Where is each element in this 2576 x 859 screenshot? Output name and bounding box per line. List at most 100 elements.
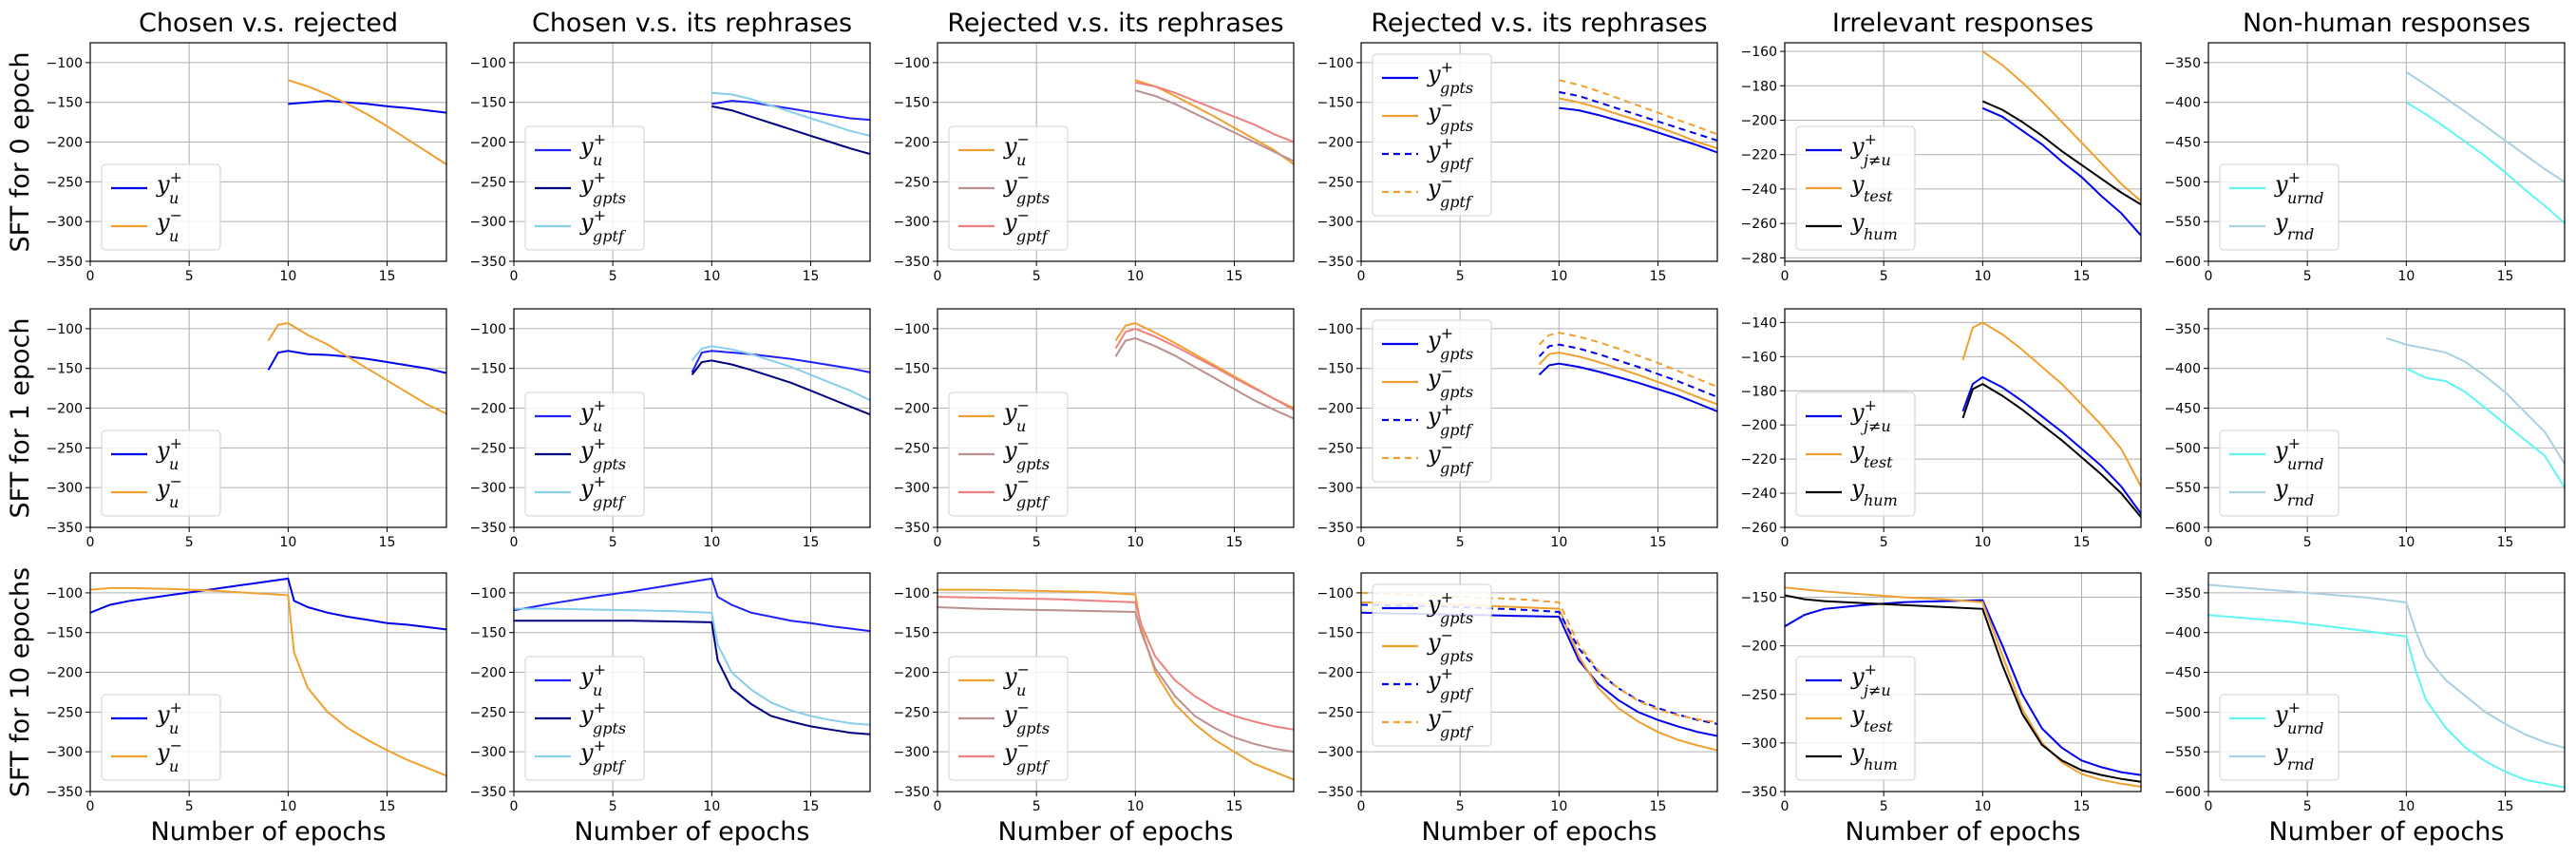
x-tick-label: 5: [609, 799, 617, 814]
chart-panel-r2-c2: 0 5 10 15 −100 −150 −200 −250 −300 −350 y− uy− gptsy…: [894, 572, 1295, 814]
x-tick-label: 0: [86, 269, 95, 284]
x-tick-label: 10: [279, 799, 296, 814]
y-tick-label: −300: [470, 745, 506, 760]
y-tick-label: −150: [894, 626, 930, 641]
legend-box: [1372, 53, 1492, 217]
y-tick-label: −100: [894, 56, 930, 71]
y-tick-label: −100: [894, 586, 930, 601]
series-line-yurnd: [2405, 367, 2565, 488]
y-tick-label: −200: [1317, 136, 1354, 151]
y-tick-label: −250: [1317, 441, 1354, 456]
legend-box: [1372, 319, 1492, 483]
x-tick-label: 10: [1974, 269, 1991, 284]
y-tick-label: −300: [1317, 481, 1354, 496]
legend-box: [1372, 583, 1492, 747]
x-tick-label: 15: [1226, 269, 1243, 284]
legend-box: [2219, 694, 2339, 781]
series-line-yhum: [1961, 382, 2141, 518]
x-tick-label: 15: [2497, 799, 2514, 814]
x-tick-label: 10: [279, 535, 296, 550]
series-line-ygptf+d: [1559, 90, 1717, 142]
y-tick-label: −100: [470, 586, 506, 601]
y-tick-label: −400: [2165, 96, 2201, 111]
y-tick-label: −500: [2165, 441, 2201, 456]
y-tick-label: −200: [470, 402, 506, 417]
legend-box: [101, 430, 221, 517]
series-line-ytest: [1981, 50, 2141, 202]
y-tick-label: −350: [47, 255, 83, 270]
y-tick-label: −250: [47, 705, 83, 720]
y-tick-label: −150: [1317, 626, 1354, 641]
chart-panel-r2-c0: 0 5 10 15 −100 −150 −200 −250 −300 −350 y+ uy− u: [47, 572, 447, 814]
x-tick-label: 5: [609, 269, 617, 284]
y-tick-label: −200: [47, 402, 83, 417]
y-tick-label: −180: [1741, 79, 1777, 94]
chart-panel-r1-c0: 0 5 10 15 −100 −150 −200 −250 −300 −350 y+ uy− u: [47, 308, 447, 550]
y-tick-label: −250: [894, 175, 930, 190]
x-tick-label: 10: [1550, 535, 1567, 550]
x-tick-label: 5: [1456, 799, 1465, 814]
y-tick-label: −200: [894, 402, 930, 417]
x-tick-label: 0: [1781, 269, 1790, 284]
series-line-ytest: [1961, 321, 2141, 487]
series-line-ygpts-: [938, 606, 1294, 754]
y-tick-label: −550: [2165, 745, 2201, 760]
y-tick-label: −450: [2165, 136, 2201, 151]
y-tick-label: −350: [2165, 322, 2201, 337]
row-label: SFT for 0 epoch: [6, 52, 35, 253]
x-tick-label: 5: [1456, 535, 1465, 550]
y-tick-label: −150: [1317, 96, 1354, 111]
x-tick-label: 5: [185, 269, 194, 284]
x-tick-label: 15: [1650, 269, 1667, 284]
axes-frame: [513, 308, 871, 528]
series-line-ygpts-d: [1538, 351, 1717, 406]
chart-panel-r1-c4: 0 5 10 15 −140 −160 −180 −200 −220 −240 −260 y+ j≠uy…: [1741, 308, 2142, 550]
series-line-yjnu: [1961, 375, 2141, 515]
y-tick-label: −350: [1317, 785, 1354, 800]
x-axis-label: Number of epochs: [1422, 817, 1657, 847]
y-tick-label: −500: [2165, 175, 2201, 190]
x-tick-label: 0: [86, 799, 95, 814]
series-line-ygptf-d: [1538, 332, 1717, 388]
y-tick-label: −150: [47, 626, 83, 641]
y-tick-label: −150: [894, 362, 930, 377]
legend-box: [101, 694, 221, 781]
column-title: Chosen v.s. its rephrases: [532, 9, 852, 38]
series-line-yurnd: [2208, 614, 2565, 789]
legend-box: [948, 125, 1069, 251]
y-tick-label: −400: [2165, 626, 2201, 641]
axes-frame: [89, 572, 447, 792]
y-tick-label: −150: [470, 96, 506, 111]
y-tick-label: −200: [470, 136, 506, 151]
row-label: SFT for 1 epoch: [6, 318, 35, 519]
y-tick-label: −300: [47, 215, 83, 230]
y-tick-label: −100: [894, 322, 930, 337]
y-tick-label: −200: [47, 136, 83, 151]
column-title: Rejected v.s. its rephrases: [1371, 9, 1707, 38]
y-tick-label: −200: [1741, 418, 1777, 433]
chart-panel-r0-c1: 0 5 10 15 −100 −150 −200 −250 −300 −350 y+ uy+ gptsy…: [470, 42, 871, 284]
y-tick-label: −100: [1317, 56, 1354, 71]
x-axis-label: Number of epochs: [151, 817, 387, 847]
y-tick-label: −250: [47, 175, 83, 190]
row-label: SFT for 10 epochs: [6, 567, 35, 797]
x-tick-label: 5: [2303, 269, 2312, 284]
x-tick-label: 10: [1550, 799, 1567, 814]
series-line-ygpts-d: [1559, 97, 1717, 150]
series-line-yu-: [1134, 79, 1294, 165]
x-tick-label: 10: [1127, 535, 1144, 550]
x-tick-label: 0: [2205, 799, 2213, 814]
series-line-yu+b: [514, 577, 870, 633]
x-tick-label: 0: [2205, 269, 2213, 284]
y-tick-label: −350: [894, 521, 930, 536]
x-tick-label: 15: [2497, 269, 2514, 284]
x-tick-label: 15: [2074, 799, 2091, 814]
